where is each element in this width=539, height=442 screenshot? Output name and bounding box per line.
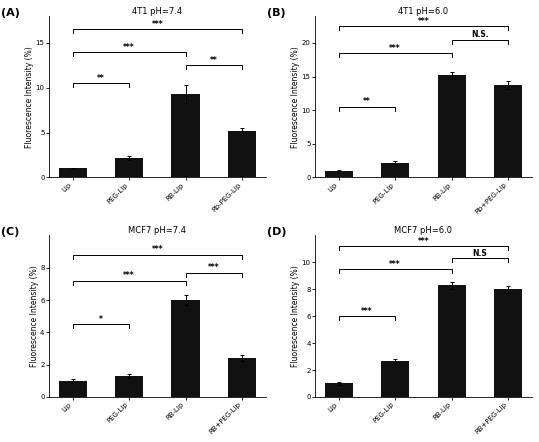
Text: N.S.: N.S. (471, 30, 489, 39)
Text: **: ** (97, 74, 105, 83)
Title: 4T1 pH=7.4: 4T1 pH=7.4 (132, 7, 182, 16)
Text: (A): (A) (1, 8, 20, 18)
Bar (59, 168, 87, 178)
Text: ***: *** (361, 307, 373, 316)
Bar (228, 131, 256, 178)
Text: ***: *** (389, 44, 401, 53)
Text: ***: *** (123, 42, 135, 52)
Bar (381, 361, 409, 397)
Text: ***: *** (389, 260, 401, 269)
Text: (B): (B) (267, 8, 286, 18)
Title: MCF7 pH=7.4: MCF7 pH=7.4 (128, 226, 186, 236)
Bar (228, 358, 256, 397)
Bar (494, 289, 522, 397)
Text: **: ** (363, 98, 371, 107)
Text: ***: *** (151, 245, 163, 255)
Title: MCF7 pH=6.0: MCF7 pH=6.0 (395, 226, 452, 236)
Text: ***: *** (208, 263, 219, 272)
Text: ***: *** (123, 271, 135, 280)
Title: 4T1 pH=6.0: 4T1 pH=6.0 (398, 7, 448, 16)
Text: (D): (D) (267, 227, 286, 237)
Text: ***: *** (418, 237, 429, 246)
Bar (115, 376, 143, 397)
Text: ***: *** (418, 17, 429, 26)
Y-axis label: Fluorescence Intensity (%): Fluorescence Intensity (%) (25, 46, 34, 148)
Bar (381, 163, 409, 178)
Y-axis label: Fluorescence Intensity (%): Fluorescence Intensity (%) (291, 46, 300, 148)
Bar (324, 171, 353, 178)
Bar (171, 300, 200, 397)
Bar (115, 158, 143, 178)
Bar (438, 75, 466, 178)
Text: **: ** (210, 56, 218, 65)
Y-axis label: Fluorescence Intensity (%): Fluorescence Intensity (%) (291, 265, 300, 367)
Text: ***: *** (151, 20, 163, 29)
Bar (494, 84, 522, 178)
Bar (324, 384, 353, 397)
Bar (59, 381, 87, 397)
Text: (C): (C) (1, 227, 19, 237)
Text: *: * (99, 315, 103, 324)
Text: N.S: N.S (473, 249, 487, 258)
Y-axis label: Fluorescence Intensity (%): Fluorescence Intensity (%) (30, 265, 39, 367)
Bar (171, 94, 200, 178)
Bar (438, 285, 466, 397)
